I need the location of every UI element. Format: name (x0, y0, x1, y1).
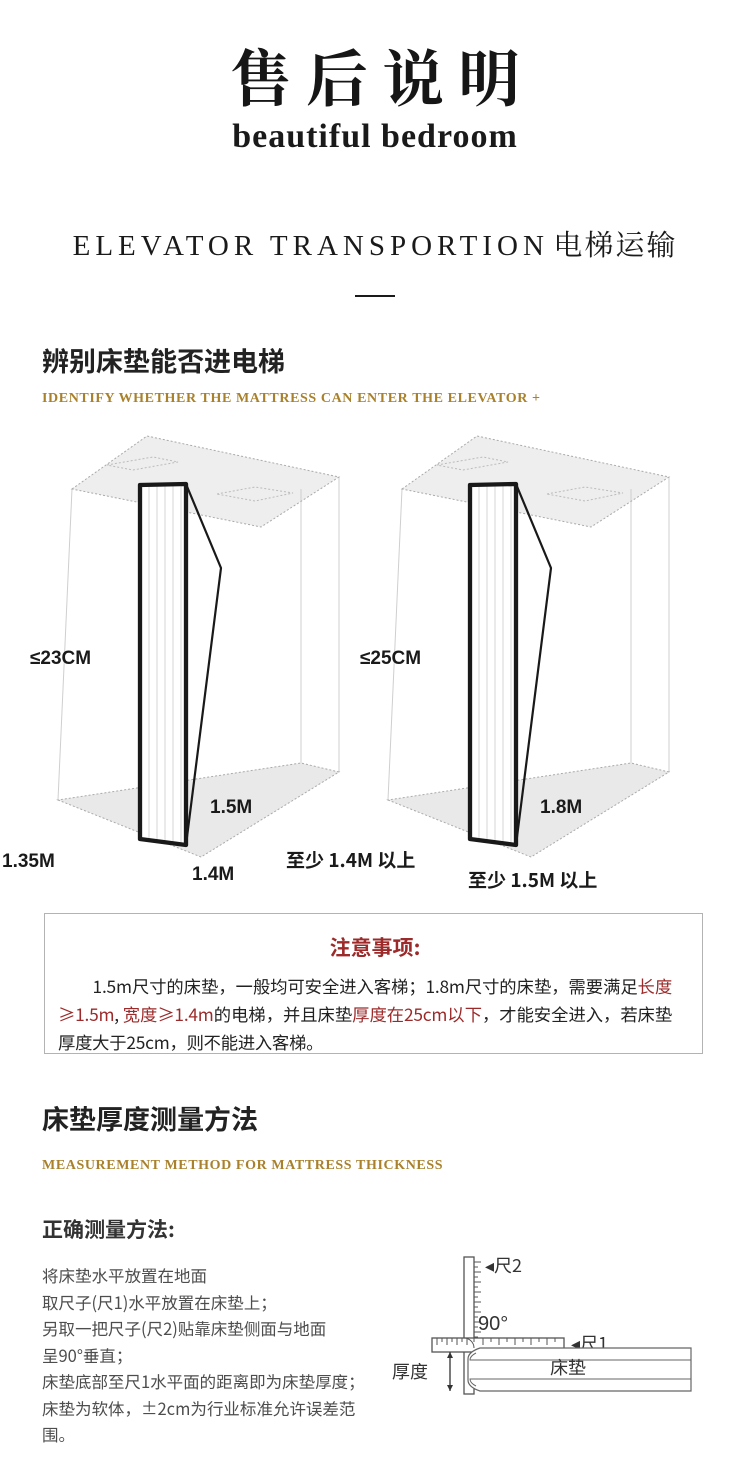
svg-text:90°: 90° (478, 1313, 508, 1335)
svg-text:至少 1.5M 以上: 至少 1.5M 以上 (468, 866, 597, 893)
svg-text:1.5M: 1.5M (210, 797, 252, 818)
svg-text:床垫: 床垫 (550, 1354, 586, 1380)
svg-text:1.4M: 1.4M (192, 864, 234, 880)
svg-text:◂尺2: ◂尺2 (485, 1252, 522, 1278)
svg-text:1.35M: 1.35M (2, 851, 55, 872)
svg-text:≤23CM: ≤23CM (30, 648, 91, 669)
svg-text:厚度: 厚度 (392, 1358, 428, 1384)
svg-text:1.8M: 1.8M (540, 797, 582, 818)
svg-text:≤25CM: ≤25CM (360, 648, 421, 669)
svg-text:至少 1.4M 以上: 至少 1.4M 以上 (286, 846, 415, 873)
